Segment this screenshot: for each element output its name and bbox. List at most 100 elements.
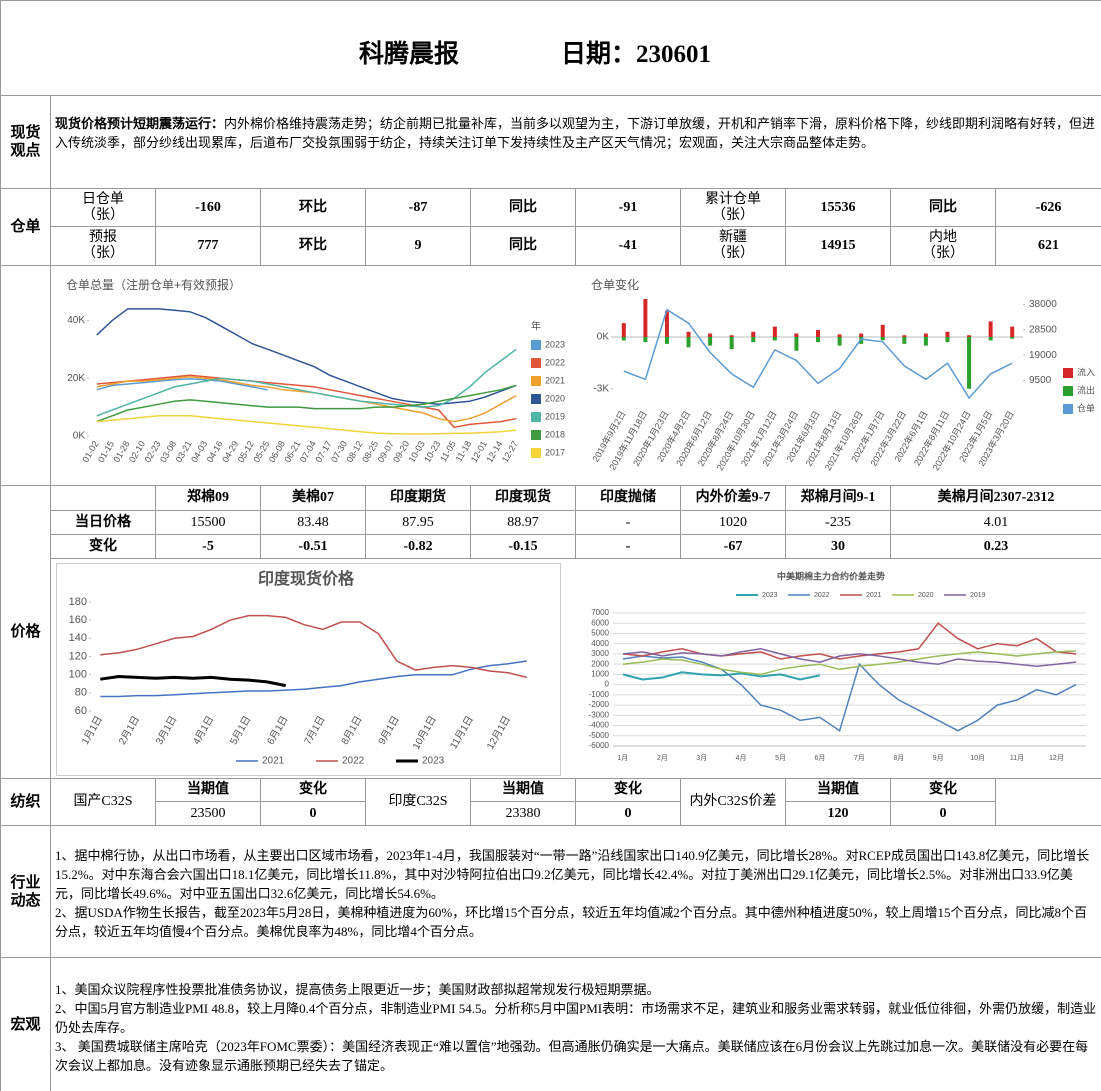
legend-title: 年: [531, 320, 541, 333]
x-tick-label: 5月1日: [228, 714, 254, 747]
y-tick-label: 7000: [591, 608, 609, 617]
legend-label: 2023: [422, 756, 445, 767]
price-cell: 87.95: [366, 511, 471, 535]
price-cell: -235: [786, 511, 891, 535]
macro-content: 1、美国众议院程序性投票批准债务协议，提高债务上限更近一步；美国财政部拟超常规发…: [51, 958, 1101, 1091]
price-corner: [51, 486, 156, 511]
chart-title: 中美期棉主力合约价差走势: [777, 570, 885, 581]
bar: [880, 336, 885, 341]
x-tick-label: 10月: [970, 754, 985, 762]
line: [96, 384, 517, 423]
legend-label: 流入: [1077, 366, 1095, 377]
textile-value: 0: [891, 802, 996, 826]
warehouse-cell: 9: [366, 227, 471, 266]
legend-swatch: [531, 358, 541, 368]
macro-paragraph: 3、 美国费城联储主席哈克（2023年FOMC票委）：美国经济表现正“难以置信”…: [55, 1039, 1089, 1073]
bar: [923, 333, 928, 337]
legend-label: 2022: [342, 756, 365, 767]
x-tick-label: 9月: [933, 754, 944, 762]
warehouse-cell: 环比: [261, 227, 366, 266]
section-label: 宏观: [1, 958, 51, 1091]
bar: [816, 330, 820, 337]
price-header: 郑棉09: [156, 486, 261, 511]
price-row-label: 当日价格: [51, 511, 156, 535]
legend-label: 流出: [1077, 384, 1095, 395]
price-row-label: 变化: [51, 535, 156, 559]
textile-header: 变化: [261, 779, 366, 802]
bar: [621, 323, 626, 337]
warehouse-cell: 内地 （张）: [891, 227, 996, 266]
line: [96, 374, 517, 429]
price-header: 印度抛储: [576, 486, 681, 511]
bar: [945, 331, 950, 337]
bar: [945, 336, 950, 343]
price-cell: -0.51: [261, 535, 366, 559]
price-cell: -5: [156, 535, 261, 559]
price-cell: -0.15: [471, 535, 576, 559]
bar: [751, 336, 756, 343]
y-tick-label: -1000: [589, 690, 610, 699]
legend-swatch: [531, 412, 541, 422]
x-tick-label: 3月: [696, 754, 707, 762]
chart-title: 仓单总量（注册仓单+有效预报）: [66, 277, 241, 292]
section-label: [1, 266, 51, 486]
y-tick-label: 0: [605, 680, 610, 689]
warehouse-cell: 新疆 （张）: [681, 227, 786, 266]
section-label: 价格: [1, 486, 51, 779]
bar: [1010, 326, 1015, 337]
warehouse-cell: 同比: [471, 189, 576, 227]
legend-swatch: [1063, 368, 1073, 378]
bar: [902, 336, 907, 344]
bar: [664, 311, 669, 337]
y-tick-label: 180: [69, 596, 87, 608]
x-tick-label: 3月1日: [153, 714, 179, 747]
bar: [816, 336, 820, 343]
y-tick-label: 2000: [591, 659, 609, 668]
x-tick-label: 6月1日: [265, 714, 291, 747]
line: [100, 674, 286, 688]
y-tick-label: 60: [75, 705, 87, 717]
x-tick-label: 1月: [617, 754, 628, 762]
spot-text: 内外棉价格维持震荡走势；纺企前期已批量补库，当前多以观望为主，下游订单放缓，开机…: [55, 116, 1096, 150]
bar: [708, 333, 713, 337]
bar: [880, 324, 885, 337]
legend-label: 仓单: [1077, 402, 1095, 413]
bar: [967, 336, 972, 389]
line: [96, 308, 517, 405]
legend-label: 2019: [970, 592, 986, 599]
bar: [988, 336, 993, 341]
bar: [902, 335, 907, 337]
bar: [643, 299, 648, 337]
industry-content: 1、据中棉行协，从出口市场看，从主要出口区域市场看，2023年1-4月，我国服装…: [51, 826, 1101, 958]
y-tick-label: 0K: [597, 332, 610, 343]
section-label: 纺织: [1, 779, 51, 826]
textile-value: 120: [786, 802, 891, 826]
macro-paragraph: 1、美国众议院程序性投票批准债务协议，提高债务上限更近一步；美国财政部拟超常规发…: [55, 982, 660, 997]
section-label: 仓单: [1, 189, 51, 266]
macro-paragraph: 2、中国5月官方制造业PMI 48.8，较上月降0.4个百分点，非制造业PMI …: [55, 1001, 1097, 1035]
y-tick-label: 0K: [73, 431, 86, 442]
bar: [708, 336, 713, 346]
y-tick-label: -3K: [593, 383, 609, 394]
warehouse-cell: -41: [576, 227, 681, 266]
x-tick-label: 11月: [1010, 754, 1024, 762]
bar: [837, 334, 842, 337]
y-tick-label: 1000: [591, 669, 609, 678]
price-header: 印度期货: [366, 486, 471, 511]
bar: [859, 333, 864, 337]
y-tick-label: 3000: [591, 649, 609, 658]
legend-label: 2017: [545, 447, 565, 457]
bar: [967, 335, 972, 337]
y-tick-label: 28500: [1029, 324, 1057, 335]
y-tick-label: 100: [69, 669, 87, 681]
price-header: 内外价差9-7: [681, 486, 786, 511]
bar: [988, 321, 993, 337]
warehouse-cell: 621: [996, 227, 1101, 266]
x-tick-label: 11月1日: [448, 714, 476, 751]
x-tick-label: 5月: [775, 754, 786, 762]
warehouse-cell: 累计仓单 （张）: [681, 189, 786, 227]
y-tick-label: -4000: [589, 721, 610, 730]
chart-title: 仓单变化: [591, 277, 639, 292]
spot-content: 现货价格预计短期震荡运行：内外棉价格维持震荡走势；纺企前期已批量补库，当前多以观…: [51, 96, 1101, 189]
